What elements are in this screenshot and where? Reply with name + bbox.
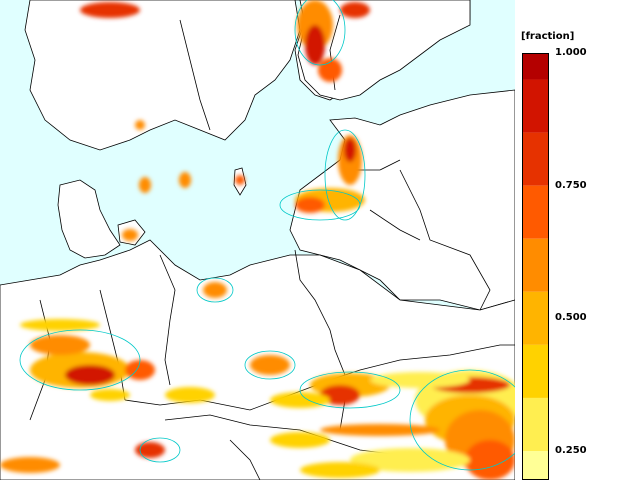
colorbar-band-4 [522, 238, 549, 292]
fraction-field [0, 0, 515, 480]
colorbar-band-7 [522, 397, 549, 451]
colorbar-band-1 [522, 79, 549, 133]
colorbar-band-6 [522, 344, 549, 398]
fraction-map [0, 0, 515, 480]
finland-landmass [297, 0, 471, 101]
contour-lines [19, 0, 515, 471]
colorbar-band-3 [522, 185, 549, 239]
denmark-landmass [57, 179, 121, 259]
colorbar-band-8 [522, 451, 549, 480]
legend-tick-label: 1.000 [555, 47, 587, 58]
colorbar-band-5 [522, 291, 549, 345]
legend-tick-label: 0.250 [555, 445, 587, 456]
country-borders [29, 14, 515, 480]
legend-tick-label: 0.500 [555, 312, 587, 324]
legend-tick-label: 0.750 [555, 179, 587, 191]
colorbar-band-0 [522, 53, 549, 80]
colorbar-band-2 [522, 132, 549, 186]
legend-unit-label: [fraction] [521, 31, 575, 42]
legend-colorbar [522, 53, 549, 480]
